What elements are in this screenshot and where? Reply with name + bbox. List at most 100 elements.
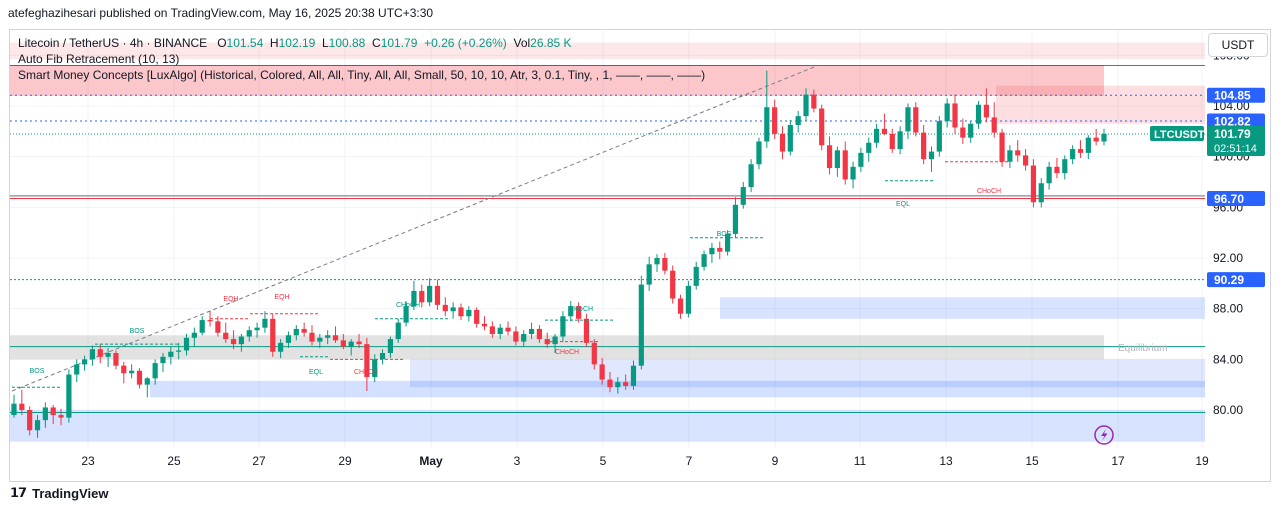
candle xyxy=(136,368,143,389)
candle-body xyxy=(238,336,245,345)
candle-body xyxy=(183,337,190,351)
candle-body xyxy=(717,247,723,252)
candle xyxy=(913,102,919,137)
candle-body xyxy=(356,341,362,345)
candle xyxy=(293,325,299,341)
candle-body xyxy=(66,374,72,418)
candle xyxy=(1038,178,1044,208)
price-badge-label: 96.70 xyxy=(1214,192,1244,206)
candle xyxy=(599,358,605,385)
candle xyxy=(270,313,276,357)
candle xyxy=(340,334,346,350)
candle xyxy=(317,334,323,348)
publisher-header: atefeghazihesari published on TradingVie… xyxy=(8,6,434,20)
price-badge-101.79 xyxy=(1207,125,1265,156)
lightning-bolt xyxy=(1101,429,1108,441)
candle-body xyxy=(850,166,856,180)
candle xyxy=(889,128,895,153)
candle xyxy=(560,311,566,342)
legend-indicator-smc[interactable]: Smart Money Concepts [LuxAlgo] (Historic… xyxy=(18,68,706,82)
candle-body xyxy=(1038,183,1044,203)
candle-body xyxy=(348,341,354,347)
candle xyxy=(364,337,370,391)
candle xyxy=(129,364,135,379)
tradingview-footer[interactable]: 𝟭𝟳 TradingView xyxy=(10,485,108,501)
candle xyxy=(732,197,739,238)
plot-area xyxy=(10,30,1205,448)
candle xyxy=(826,136,833,175)
candle xyxy=(199,316,205,336)
candle-body xyxy=(568,306,574,317)
x-tick-label: May xyxy=(419,454,443,468)
candle-body xyxy=(881,128,888,134)
candle xyxy=(646,256,652,291)
candle-body xyxy=(623,382,629,386)
candle-body xyxy=(403,306,409,323)
candle xyxy=(379,349,386,365)
candle-body xyxy=(379,353,386,360)
candle-body xyxy=(497,327,503,334)
candle xyxy=(81,355,88,371)
candle xyxy=(458,303,464,321)
candle-body xyxy=(74,364,80,375)
x-tick-label: 7 xyxy=(686,454,693,468)
candle xyxy=(34,415,41,438)
candle xyxy=(866,137,872,162)
candle-body xyxy=(458,307,464,317)
legend-high-label: H xyxy=(269,36,279,50)
candle-body xyxy=(372,359,378,378)
candle xyxy=(693,261,699,290)
candle xyxy=(834,146,840,177)
price-badge-label: 101.79 xyxy=(1214,127,1251,141)
candle-body xyxy=(278,342,284,352)
y-tick-label: 92.00 xyxy=(1213,251,1243,265)
candle xyxy=(850,161,856,189)
y-tick-label: 80.00 xyxy=(1213,403,1243,417)
candle-body xyxy=(81,359,88,365)
currency-button[interactable]: USDT xyxy=(1208,33,1268,57)
candle-body xyxy=(1046,166,1052,184)
annotation-choch: CHoCH xyxy=(354,369,378,376)
candle-body xyxy=(27,410,33,431)
candle-body xyxy=(630,365,637,386)
candle-body xyxy=(364,344,370,378)
candle xyxy=(356,334,362,348)
candle-body xyxy=(1070,149,1076,160)
candle-body xyxy=(599,364,605,380)
candle-body xyxy=(897,131,903,150)
candle xyxy=(403,301,409,327)
candle-body xyxy=(411,290,417,307)
candle xyxy=(89,345,96,366)
candle-body xyxy=(748,164,754,188)
legend-vol-label: Vol xyxy=(513,36,531,50)
candle xyxy=(442,297,448,317)
candle xyxy=(1022,149,1029,171)
candle xyxy=(309,325,315,346)
legend-indicator-fib[interactable]: Auto Fib Retracement (10, 13) xyxy=(18,52,180,66)
candle xyxy=(670,265,676,304)
x-tick-label: 29 xyxy=(338,454,352,468)
candle-body xyxy=(317,337,323,342)
candle-body xyxy=(230,339,237,345)
candle-body xyxy=(50,407,56,416)
candle xyxy=(58,408,64,426)
candle xyxy=(481,316,488,331)
legend-symbol[interactable]: Litecoin / TetherUS · 4h · BINANCE xyxy=(18,36,208,50)
candle xyxy=(497,323,503,340)
annotation-bos: BOS xyxy=(130,328,145,335)
candle-body xyxy=(779,133,786,152)
y-tick-label: 88.00 xyxy=(1213,302,1243,316)
candle-body xyxy=(615,382,621,388)
candle xyxy=(521,330,527,347)
annotation-bos: BOS xyxy=(30,368,45,375)
discount-zone xyxy=(10,410,1205,442)
candle xyxy=(160,353,166,372)
candle-body xyxy=(223,332,229,340)
candle xyxy=(42,402,48,428)
candle xyxy=(246,326,252,342)
candle xyxy=(50,404,56,424)
candle-body xyxy=(732,204,739,234)
candle-body xyxy=(58,415,64,418)
candle-body xyxy=(826,145,833,169)
